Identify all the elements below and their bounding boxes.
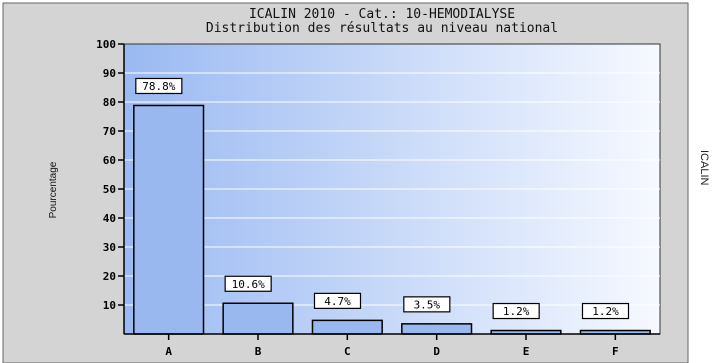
y-tick-label: 60 xyxy=(103,154,116,167)
data-label-box xyxy=(224,275,272,292)
y-tick-label: 10 xyxy=(103,299,116,312)
bar-d xyxy=(401,323,473,335)
data-label-box xyxy=(135,77,183,95)
y-tick-label: 50 xyxy=(103,183,116,196)
data-label-e: 1.2% xyxy=(503,305,530,318)
data-label-d: 3.5% xyxy=(414,298,441,311)
x-tick-label: D xyxy=(433,345,440,358)
side-label-text: ICALIN xyxy=(698,150,710,186)
x-tick-label: A xyxy=(165,345,172,358)
data-label-c: 4.7% xyxy=(324,295,351,308)
y-axis-label: Pourcentage xyxy=(48,161,59,218)
x-tick-label: C xyxy=(344,345,351,358)
y-tick-label: 80 xyxy=(103,96,116,109)
y-tick-label: 20 xyxy=(103,270,116,283)
data-label-box xyxy=(313,292,362,309)
data-label-box xyxy=(403,296,451,313)
x-tick-label: B xyxy=(255,345,262,358)
bars xyxy=(133,104,651,335)
data-label-b: 10.6% xyxy=(232,278,265,291)
bar-c xyxy=(311,319,383,335)
data-label-box xyxy=(581,302,630,320)
y-tick-label: 100 xyxy=(96,38,116,51)
side-label: ICALIN xyxy=(697,150,713,190)
bar-b xyxy=(222,302,294,335)
y-tick-label: 40 xyxy=(103,212,116,225)
x-tick-label: F xyxy=(612,345,619,358)
y-tick-label: 70 xyxy=(103,125,116,138)
y-ticks: 10 20 30 40 50 60 70 80 90 100 xyxy=(96,38,124,312)
data-labels: 78.8% 10.6% 4.7% 3.5% 1.2% 1.2% xyxy=(135,77,630,320)
bar-a xyxy=(133,104,205,335)
data-label-f: 1.2% xyxy=(592,305,619,318)
y-tick-label: 90 xyxy=(103,67,116,80)
data-label-box xyxy=(492,302,540,320)
x-ticks: A B C D E F xyxy=(165,334,619,358)
x-tick-label: E xyxy=(523,345,530,358)
y-tick-label: 30 xyxy=(103,241,116,254)
chart-subtitle: Distribution des résultats au niveau nat… xyxy=(206,21,558,36)
data-label-a: 78.8% xyxy=(142,80,175,93)
grid-lines xyxy=(124,72,660,306)
chart-title: ICALIN 2010 - Cat.: 10-HEMODIALYSE xyxy=(249,7,515,22)
